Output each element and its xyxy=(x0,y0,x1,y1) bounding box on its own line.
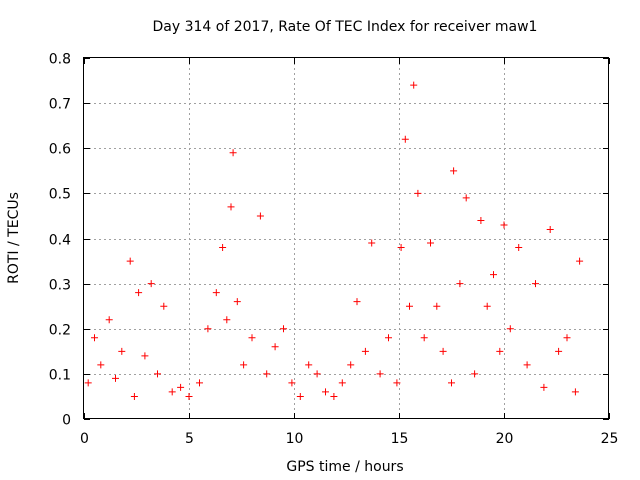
y-tick-label: 0.3 xyxy=(49,278,71,294)
data-point xyxy=(233,298,241,306)
data-point xyxy=(118,347,126,355)
data-point xyxy=(515,244,523,252)
data-point xyxy=(448,379,455,387)
data-point xyxy=(523,361,531,369)
plot-frame xyxy=(83,57,609,419)
data-point xyxy=(397,244,405,252)
data-point xyxy=(168,388,176,396)
data-point xyxy=(154,370,161,378)
x-tick-label: 0 xyxy=(80,431,89,447)
data-point xyxy=(420,334,428,342)
grid-lines xyxy=(84,58,609,419)
data-points xyxy=(84,81,584,400)
data-point xyxy=(338,379,346,387)
data-point xyxy=(112,374,119,382)
y-tick-label: 0.6 xyxy=(49,142,71,158)
data-point xyxy=(288,379,296,387)
data-point xyxy=(248,334,256,342)
data-point xyxy=(91,334,98,342)
data-point xyxy=(280,325,287,333)
data-point xyxy=(147,280,155,288)
data-point xyxy=(361,347,369,355)
data-point xyxy=(84,379,92,387)
x-tick-label: 25 xyxy=(601,431,619,447)
data-point xyxy=(130,392,138,400)
x-tick-label: 10 xyxy=(286,431,304,447)
data-point xyxy=(185,392,193,400)
x-tick-label: 15 xyxy=(391,431,409,447)
x-axis-ticks: 0 5 10 15 20 25 xyxy=(80,58,618,447)
data-point xyxy=(196,379,203,387)
data-point xyxy=(368,239,376,247)
x-axis-label: GPS time / hours xyxy=(286,459,403,475)
data-point xyxy=(571,388,579,396)
data-point xyxy=(353,298,361,306)
data-point xyxy=(563,334,571,342)
data-point xyxy=(330,392,338,400)
y-tick-label: 0.1 xyxy=(49,368,71,384)
x-tick-label: 20 xyxy=(496,431,514,447)
data-point xyxy=(305,361,313,369)
x-tick-label: 5 xyxy=(185,431,194,447)
y-tick-label: 0.8 xyxy=(49,52,71,68)
y-axis-ticks: 0 0.1 0.2 0.3 0.4 0.5 0.6 0.7 0.8 xyxy=(49,52,609,429)
data-point xyxy=(271,343,279,351)
data-point xyxy=(296,392,304,400)
data-point xyxy=(456,280,464,288)
data-point xyxy=(462,194,470,202)
data-point xyxy=(219,244,227,252)
data-point xyxy=(439,347,447,355)
data-point xyxy=(322,388,329,396)
data-point xyxy=(414,189,422,197)
data-point xyxy=(160,302,168,310)
data-point xyxy=(376,370,384,378)
data-point xyxy=(410,81,418,89)
data-point xyxy=(227,203,235,211)
data-point xyxy=(177,383,185,391)
data-point xyxy=(313,370,321,378)
data-point xyxy=(427,239,434,247)
data-point xyxy=(546,225,554,233)
data-point xyxy=(240,361,248,369)
data-point xyxy=(105,316,113,324)
data-point xyxy=(401,135,409,143)
data-point xyxy=(204,325,212,333)
data-point xyxy=(135,289,143,297)
data-point xyxy=(223,316,231,324)
chart-title: Day 314 of 2017, Rate Of TEC Index for r… xyxy=(153,19,538,35)
y-tick-label: 0.2 xyxy=(49,323,71,339)
data-point xyxy=(393,379,401,387)
y-tick-label: 0.4 xyxy=(49,233,71,249)
data-point xyxy=(555,347,563,355)
data-point xyxy=(490,271,497,279)
data-point xyxy=(97,361,105,369)
data-point xyxy=(483,302,491,310)
data-point xyxy=(532,280,539,288)
data-point xyxy=(450,167,458,175)
data-point xyxy=(433,302,441,310)
data-point xyxy=(500,221,508,229)
data-point xyxy=(385,334,392,342)
data-point xyxy=(471,370,479,378)
data-point xyxy=(496,347,504,355)
data-point xyxy=(576,257,584,265)
y-tick-label: 0.7 xyxy=(49,97,71,113)
data-point xyxy=(347,361,355,369)
data-point xyxy=(141,352,149,360)
data-point xyxy=(229,149,237,157)
data-point xyxy=(477,216,485,224)
data-point xyxy=(126,257,134,265)
y-axis-label: ROTI / TECUs xyxy=(6,192,22,284)
data-point xyxy=(212,289,220,297)
data-point xyxy=(540,383,548,391)
data-point xyxy=(263,370,271,378)
data-point xyxy=(256,212,264,220)
y-tick-label: 0.5 xyxy=(49,187,71,203)
data-point xyxy=(406,302,413,310)
data-point xyxy=(506,325,514,333)
y-tick-label: 0 xyxy=(62,413,71,429)
